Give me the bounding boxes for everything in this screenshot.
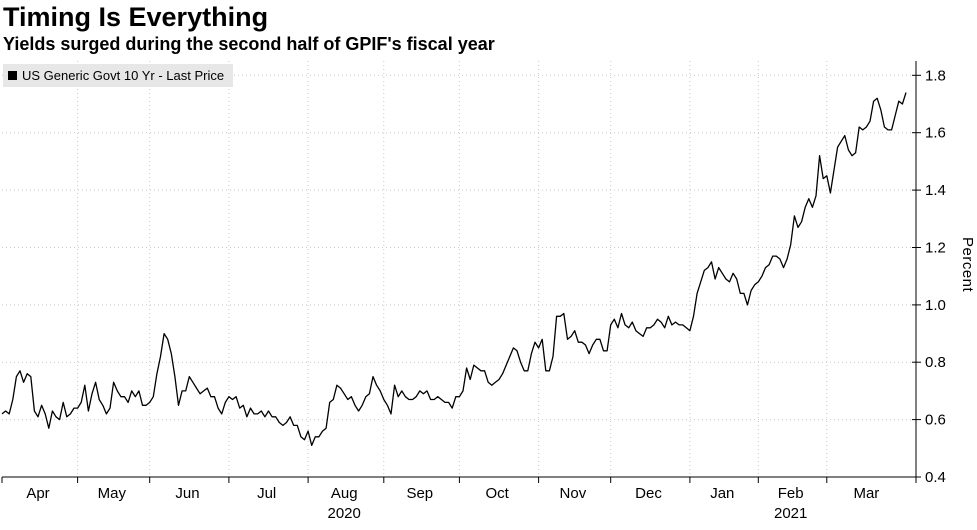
chart-canvas: 0.4 0.6 0.8 1.0 1.2 1.4 1.6 1.8 Apr May Jun Jul Aug S… [1,61,946,522]
svg-text:Feb: Feb [778,485,804,502]
svg-text:May: May [98,485,127,502]
legend-label: US Generic Govt 10 Yr - Last Price [22,68,225,83]
svg-text:2021: 2021 [774,505,807,522]
svg-text:1.6: 1.6 [925,125,946,142]
svg-text:Mar: Mar [853,485,879,502]
svg-text:Jun: Jun [175,485,199,502]
svg-text:1.4: 1.4 [925,182,946,199]
series-line [1,92,907,447]
svg-text:Oct: Oct [486,485,510,502]
svg-text:Aug: Aug [331,485,358,502]
svg-text:1.0: 1.0 [925,297,946,314]
svg-text:2020: 2020 [328,505,361,522]
svg-text:Jul: Jul [257,485,276,502]
x-axis-labels: Apr May Jun Jul Aug Sep Oct Nov Dec Jan Feb Mar 2020… [1,477,917,522]
svg-text:0.6: 0.6 [925,412,946,429]
svg-text:1.8: 1.8 [925,67,946,84]
y-axis-labels: 0.4 0.6 0.8 1.0 1.2 1.4 1.6 1.8 [912,67,946,486]
svg-text:0.4: 0.4 [925,469,946,486]
svg-text:Apr: Apr [26,485,49,502]
svg-text:0.8: 0.8 [925,354,946,371]
y-axis-title: Percent [959,237,976,293]
chart-area: US Generic Govt 10 Yr - Last Price 0.4 0.… [0,55,977,527]
chart-title: Timing Is Everything [3,2,269,32]
svg-text:Sep: Sep [406,485,433,502]
svg-text:Jan: Jan [710,485,734,502]
svg-text:Nov: Nov [560,485,587,502]
legend-marker-square-icon [8,71,17,80]
chart-subtitle: Yields surged during the second half of … [3,34,495,54]
svg-text:Dec: Dec [635,485,662,502]
gridlines [2,61,916,478]
svg-text:1.2: 1.2 [925,240,946,257]
legend: US Generic Govt 10 Yr - Last Price [3,64,234,87]
